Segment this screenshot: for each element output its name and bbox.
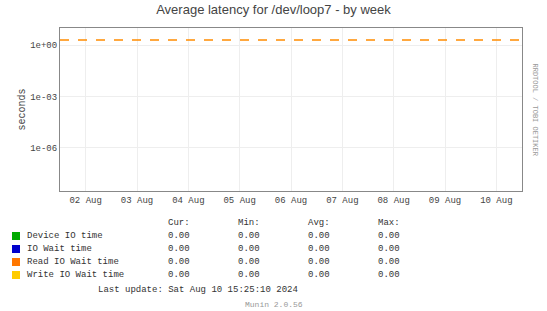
svg-text:10 Aug: 10 Aug <box>480 196 512 206</box>
svg-text:0.00: 0.00 <box>238 231 260 241</box>
svg-text:03 Aug: 03 Aug <box>121 196 153 206</box>
svg-text:09 Aug: 09 Aug <box>429 196 461 206</box>
svg-text:Device IO time: Device IO time <box>27 231 103 241</box>
svg-text:0.00: 0.00 <box>238 244 260 254</box>
svg-text:0.00: 0.00 <box>308 244 330 254</box>
svg-text:Avg:: Avg: <box>308 218 330 228</box>
svg-text:0.00: 0.00 <box>168 231 190 241</box>
svg-text:06 Aug: 06 Aug <box>275 196 307 206</box>
svg-text:04 Aug: 04 Aug <box>172 196 204 206</box>
svg-text:Munin 2.0.56: Munin 2.0.56 <box>245 300 303 309</box>
svg-text:0.00: 0.00 <box>168 257 190 267</box>
svg-text:RRDTOOL / TOBI OETIKER: RRDTOOL / TOBI OETIKER <box>531 64 539 157</box>
svg-text:0.00: 0.00 <box>378 231 400 241</box>
svg-text:0.00: 0.00 <box>378 257 400 267</box>
svg-text:0.00: 0.00 <box>238 270 260 280</box>
svg-text:Cur:: Cur: <box>168 218 190 228</box>
svg-text:0.00: 0.00 <box>168 244 190 254</box>
svg-text:1e-03: 1e-03 <box>30 93 57 103</box>
svg-text:Average latency for /dev/loop7: Average latency for /dev/loop7 - by week <box>156 2 391 17</box>
svg-text:0.00: 0.00 <box>308 257 330 267</box>
svg-text:1e-06: 1e-06 <box>30 144 57 154</box>
svg-text:08 Aug: 08 Aug <box>377 196 409 206</box>
svg-text:0.00: 0.00 <box>378 270 400 280</box>
svg-text:seconds: seconds <box>17 88 28 130</box>
svg-text:0.00: 0.00 <box>378 244 400 254</box>
svg-text:02 Aug: 02 Aug <box>69 196 101 206</box>
svg-text:Write IO Wait time: Write IO Wait time <box>27 270 124 280</box>
svg-text:Read IO Wait time: Read IO Wait time <box>27 257 119 267</box>
svg-text:05 Aug: 05 Aug <box>223 196 255 206</box>
svg-text:Min:: Min: <box>238 218 260 228</box>
svg-text:1e+00: 1e+00 <box>30 41 57 51</box>
svg-text:0.00: 0.00 <box>168 270 190 280</box>
svg-text:Max:: Max: <box>378 218 400 228</box>
svg-text:0.00: 0.00 <box>238 257 260 267</box>
svg-text:IO Wait time: IO Wait time <box>27 244 92 254</box>
svg-text:0.00: 0.00 <box>308 270 330 280</box>
svg-text:0.00: 0.00 <box>308 231 330 241</box>
svg-text:07 Aug: 07 Aug <box>326 196 358 206</box>
svg-text:Last update: Sat Aug 10 15:25:: Last update: Sat Aug 10 15:25:10 2024 <box>98 285 298 295</box>
